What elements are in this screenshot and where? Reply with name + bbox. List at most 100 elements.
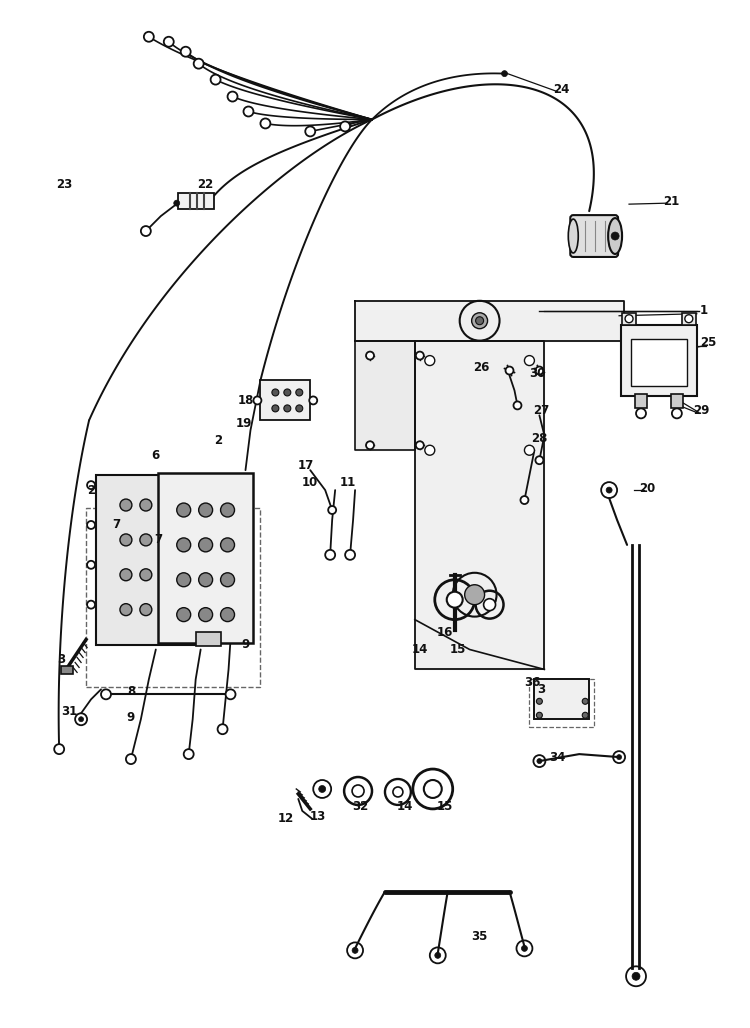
Circle shape: [260, 118, 271, 128]
Circle shape: [424, 445, 435, 455]
Circle shape: [220, 573, 235, 587]
Text: 12: 12: [278, 812, 293, 825]
Circle shape: [177, 538, 190, 552]
Circle shape: [314, 780, 332, 798]
Circle shape: [447, 592, 463, 608]
Circle shape: [160, 603, 172, 616]
Text: 8: 8: [127, 685, 135, 698]
Circle shape: [141, 226, 151, 236]
Circle shape: [685, 315, 693, 323]
Text: 7: 7: [154, 534, 163, 547]
Circle shape: [514, 401, 521, 409]
Text: 14: 14: [412, 642, 428, 656]
Text: 18: 18: [237, 394, 254, 407]
Circle shape: [416, 352, 424, 360]
Circle shape: [244, 107, 254, 116]
Circle shape: [140, 603, 152, 616]
Circle shape: [352, 948, 358, 953]
Bar: [622, 313, 636, 325]
Circle shape: [435, 952, 441, 958]
Circle shape: [424, 356, 435, 366]
Circle shape: [79, 717, 83, 722]
Text: 21: 21: [663, 194, 679, 208]
Text: 11: 11: [340, 476, 356, 488]
Circle shape: [184, 749, 194, 759]
Circle shape: [424, 780, 442, 798]
Circle shape: [144, 32, 154, 42]
Circle shape: [54, 744, 64, 755]
Circle shape: [582, 712, 588, 719]
Text: 32: 32: [352, 801, 368, 813]
Circle shape: [521, 946, 527, 951]
Bar: [682, 313, 696, 325]
Text: 20: 20: [639, 481, 655, 494]
Circle shape: [87, 600, 95, 609]
Circle shape: [484, 598, 496, 611]
Text: 23: 23: [56, 178, 72, 191]
Text: 3: 3: [537, 683, 545, 696]
Ellipse shape: [608, 218, 622, 254]
Text: 24: 24: [553, 83, 569, 96]
Text: 3: 3: [57, 653, 65, 666]
Circle shape: [366, 441, 374, 449]
Circle shape: [606, 487, 612, 493]
Circle shape: [506, 367, 514, 374]
Circle shape: [524, 445, 535, 455]
Circle shape: [101, 690, 111, 699]
Bar: [86, 508, 260, 688]
Circle shape: [120, 534, 132, 546]
Circle shape: [309, 397, 317, 404]
Circle shape: [199, 503, 212, 517]
Bar: [631, 338, 687, 387]
Circle shape: [87, 481, 95, 489]
Bar: [621, 325, 697, 397]
Circle shape: [366, 352, 374, 360]
Text: 14: 14: [397, 801, 413, 813]
Circle shape: [611, 232, 619, 240]
Circle shape: [536, 698, 542, 704]
Text: 28: 28: [531, 432, 548, 445]
Circle shape: [296, 389, 303, 396]
Circle shape: [465, 585, 484, 604]
Circle shape: [140, 499, 152, 511]
Text: 19: 19: [236, 416, 252, 430]
Circle shape: [181, 46, 190, 57]
Circle shape: [632, 972, 640, 981]
Circle shape: [194, 59, 204, 69]
FancyBboxPatch shape: [570, 215, 618, 257]
Circle shape: [120, 603, 132, 616]
Circle shape: [340, 121, 350, 132]
Circle shape: [520, 497, 529, 504]
Circle shape: [352, 785, 364, 797]
Bar: [671, 395, 682, 408]
Circle shape: [177, 608, 190, 622]
Text: 9: 9: [242, 638, 250, 651]
Circle shape: [393, 787, 403, 797]
Bar: [260, 380, 310, 420]
Circle shape: [284, 405, 291, 412]
Circle shape: [226, 690, 236, 699]
Circle shape: [160, 568, 172, 581]
Text: 30: 30: [530, 367, 545, 380]
Text: 17: 17: [298, 458, 314, 472]
Circle shape: [284, 389, 291, 396]
Bar: [158, 473, 254, 642]
Circle shape: [416, 441, 424, 449]
Circle shape: [319, 785, 326, 793]
Circle shape: [140, 534, 152, 546]
Polygon shape: [355, 301, 624, 340]
Circle shape: [616, 755, 622, 760]
Circle shape: [211, 75, 220, 84]
Bar: [196, 631, 220, 646]
Text: 25: 25: [700, 336, 717, 350]
Circle shape: [160, 499, 172, 511]
Circle shape: [345, 550, 355, 560]
Circle shape: [537, 759, 542, 764]
Circle shape: [536, 367, 543, 374]
Circle shape: [502, 71, 508, 77]
Circle shape: [120, 499, 132, 511]
Circle shape: [536, 712, 542, 719]
Text: 16: 16: [436, 626, 453, 639]
Text: 35: 35: [472, 930, 488, 943]
Circle shape: [177, 503, 190, 517]
